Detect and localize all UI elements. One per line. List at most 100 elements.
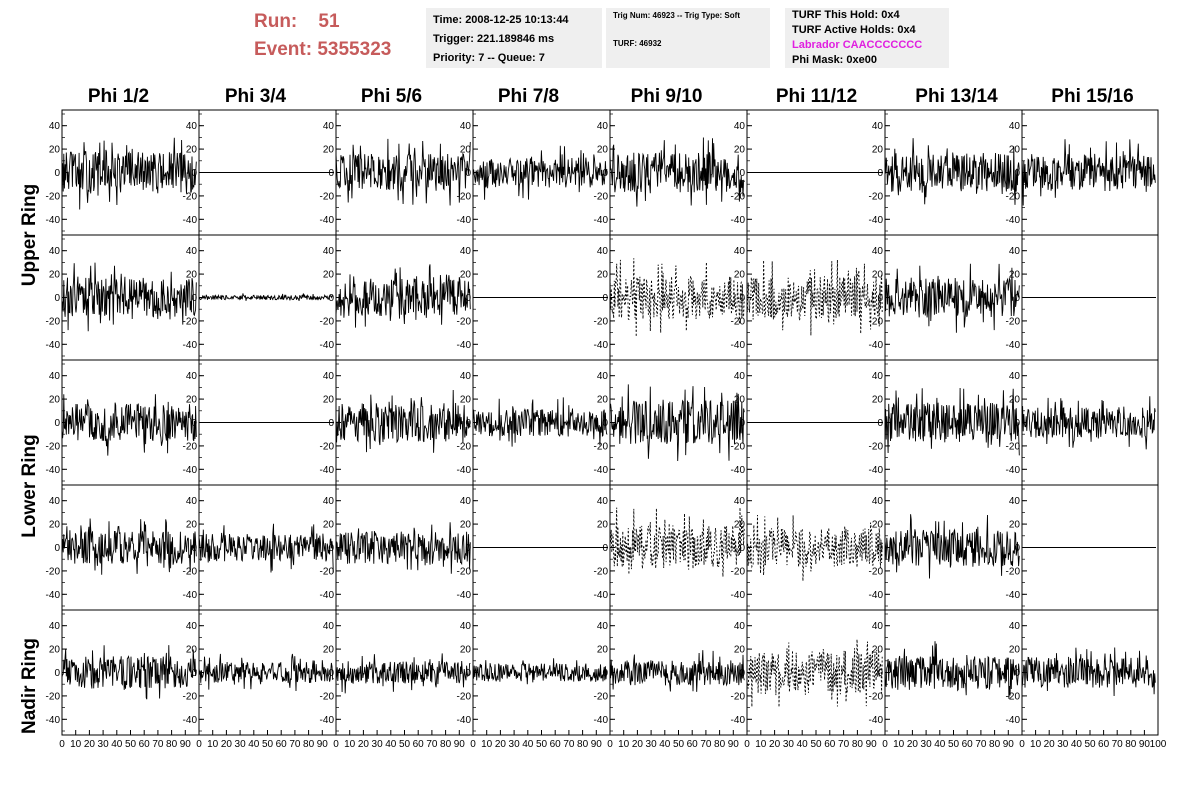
x-tick-label: 80: [989, 739, 1001, 750]
x-tick-label: 40: [1071, 739, 1083, 750]
y-tick-label: -40: [731, 590, 746, 601]
waveform-r1-c2: [335, 264, 471, 328]
waveform-r1-c0: [61, 262, 197, 332]
y-tick-label: 40: [323, 246, 335, 257]
waveform-r2-c4: [609, 384, 745, 462]
waveform-r0-c4: [609, 137, 745, 207]
x-tick-label: 60: [550, 739, 562, 750]
x-tick-label: 30: [235, 739, 247, 750]
y-tick-label: 0: [739, 668, 745, 679]
waveform-r4-c2: [335, 653, 471, 694]
y-tick-label: -20: [457, 191, 472, 202]
y-tick-label: 20: [49, 645, 61, 656]
waveform-r4-c5: [746, 639, 883, 708]
y-tick-label: 0: [465, 668, 471, 679]
y-tick-label: -40: [46, 465, 61, 476]
y-tick-label: -40: [320, 715, 335, 726]
y-tick-label: 20: [872, 145, 884, 156]
waveform-r0-c7: [1021, 139, 1156, 206]
y-tick-label: 20: [1009, 395, 1021, 406]
waveform-r1-c1: [198, 293, 334, 301]
x-tick-label: 20: [84, 739, 96, 750]
x-tick-label: 40: [248, 739, 260, 750]
y-tick-label: -40: [1006, 715, 1021, 726]
y-tick-label: 0: [1014, 668, 1020, 679]
y-tick-label: -40: [457, 340, 472, 351]
y-tick-label: 40: [872, 246, 884, 257]
y-tick-label: -40: [1006, 340, 1021, 351]
y-tick-label: -40: [183, 340, 198, 351]
y-tick-label: -40: [457, 215, 472, 226]
x-tick-label: 0: [59, 739, 65, 750]
x-tick-label: 70: [563, 739, 575, 750]
y-tick-label: 0: [191, 418, 197, 429]
x-tick-label: 90: [454, 739, 466, 750]
y-tick-label: -40: [731, 465, 746, 476]
y-tick-label: -20: [731, 566, 746, 577]
y-tick-label: 20: [186, 520, 198, 531]
x-tick-label: 30: [509, 739, 521, 750]
waveform-r4-c4: [609, 650, 745, 692]
y-tick-label: -20: [320, 566, 335, 577]
y-tick-label: 0: [739, 418, 745, 429]
x-tick-label: 70: [426, 739, 438, 750]
y-tick-label: -20: [320, 316, 335, 327]
y-tick-label: 20: [460, 520, 472, 531]
column-header-phi-3-4: Phi 3/4: [224, 86, 287, 107]
y-tick-label: 0: [328, 168, 334, 179]
y-tick-label: -20: [869, 441, 884, 452]
y-tick-label: 40: [734, 371, 746, 382]
x-tick-label: 20: [1044, 739, 1056, 750]
x-tick-label: 80: [303, 739, 315, 750]
waveform-r4-c1: [198, 653, 334, 692]
y-tick-label: -40: [731, 215, 746, 226]
x-tick-label: 30: [783, 739, 795, 750]
y-tick-label: -40: [183, 215, 198, 226]
y-tick-label: 0: [602, 543, 608, 554]
y-tick-label: 0: [739, 168, 745, 179]
y-tick-label: -20: [320, 441, 335, 452]
y-tick-label: 20: [734, 520, 746, 531]
y-tick-label: -40: [1006, 215, 1021, 226]
waveform-r1-c6: [884, 263, 1020, 333]
event-value: 5355323: [317, 39, 392, 60]
y-tick-label: -20: [320, 191, 335, 202]
y-tick-label: 0: [54, 418, 60, 429]
y-tick-label: 20: [734, 395, 746, 406]
y-tick-label: 20: [49, 145, 61, 156]
y-tick-label: -40: [46, 215, 61, 226]
x-tick-label: 60: [413, 739, 425, 750]
waveform-r1-c4: [609, 258, 745, 337]
y-tick-label: 40: [872, 371, 884, 382]
x-tick-label: 80: [440, 739, 452, 750]
y-tick-label: 40: [872, 496, 884, 507]
y-tick-label: 40: [460, 496, 472, 507]
panel-frame-r4-c3: [472, 609, 611, 736]
y-tick-label: -40: [1006, 465, 1021, 476]
y-tick-label: 0: [191, 293, 197, 304]
y-tick-label: 20: [186, 145, 198, 156]
y-tick-label: 40: [597, 246, 609, 257]
trig-num-line: Trig Num: 46923 -- Trig Type: Soft: [613, 11, 740, 20]
y-tick-label: 20: [597, 145, 609, 156]
y-tick-label: -20: [457, 316, 472, 327]
y-tick-label: 40: [460, 371, 472, 382]
y-tick-label: 20: [186, 645, 198, 656]
column-header-phi-5-6: Phi 5/6: [360, 86, 423, 107]
x-tick-label: 0: [744, 739, 750, 750]
turf-active-line: TURF Active Holds: 0x4: [792, 24, 916, 36]
y-tick-label: 40: [186, 496, 198, 507]
y-tick-label: 40: [1009, 246, 1021, 257]
y-tick-label: 0: [877, 418, 883, 429]
y-tick-label: -40: [457, 590, 472, 601]
waveform-r4-c3: [472, 658, 608, 685]
y-tick-label: 20: [872, 270, 884, 281]
y-tick-label: 20: [1009, 145, 1021, 156]
y-tick-label: 40: [49, 621, 61, 632]
y-tick-label: 0: [602, 168, 608, 179]
x-tick-label: 10: [755, 739, 767, 750]
x-tick-label: 40: [522, 739, 534, 750]
x-tick-label: 0: [882, 739, 888, 750]
x-tick-label: 40: [797, 739, 809, 750]
y-tick-label: 0: [54, 168, 60, 179]
